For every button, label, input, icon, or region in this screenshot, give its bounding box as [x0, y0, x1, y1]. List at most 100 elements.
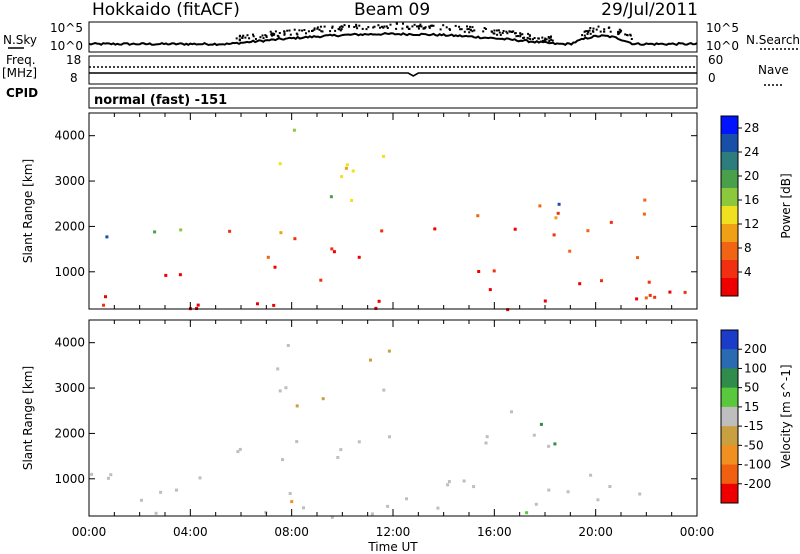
nsearch-point	[428, 26, 431, 29]
nsearch-point	[506, 32, 509, 35]
colorbar-frame	[720, 115, 739, 297]
echo-cell	[643, 198, 647, 202]
echo-cell	[345, 163, 349, 167]
nsearch-point	[512, 30, 515, 33]
nsearch-point	[338, 26, 341, 29]
nsearch-point	[471, 26, 474, 29]
nsky-label: N.Sky	[3, 33, 37, 47]
plot-background	[89, 113, 697, 309]
echo-cell	[532, 433, 536, 437]
nsearch-point	[519, 35, 522, 38]
colorbar-frame	[720, 329, 739, 504]
nsearch-point	[454, 24, 457, 27]
echo-cell	[477, 270, 481, 273]
colorbar-swatch	[721, 206, 738, 225]
echo-cell	[568, 249, 572, 253]
nsearch-point	[482, 30, 485, 33]
nsearch-point	[338, 28, 341, 31]
nsearch-point	[548, 37, 551, 40]
nsearch-point	[493, 32, 496, 35]
nsearch-point	[423, 27, 426, 30]
y-axis-label: Slant Range [km]	[21, 366, 35, 470]
colorbar-swatch	[721, 170, 738, 189]
nsearch-point	[265, 35, 268, 37]
echo-cell	[513, 227, 517, 231]
nsearch-point	[283, 30, 286, 33]
nsearch-point	[588, 29, 591, 32]
echo-cell	[332, 250, 336, 254]
echo-cell	[600, 279, 603, 283]
echo-cell	[484, 441, 488, 445]
nsearch-point	[514, 32, 517, 35]
echo-cell	[433, 227, 437, 231]
nsearch-point	[320, 30, 323, 33]
nsearch-point	[313, 27, 316, 30]
colorbar-swatch	[721, 349, 738, 369]
echo-cell	[538, 204, 542, 208]
nsearch-point	[618, 28, 621, 31]
echo-cell	[554, 216, 558, 220]
echo-cell	[589, 473, 593, 477]
y-tick-label: 1000	[54, 265, 85, 279]
colorbar-swatch	[721, 242, 738, 261]
y-axis-label: Slant Range [km]	[21, 159, 35, 263]
colorbar-swatch	[721, 330, 738, 350]
freq-panel-frame	[88, 55, 698, 85]
nsearch-point	[466, 25, 468, 28]
echo-cell	[647, 280, 651, 284]
nsearch-point	[583, 30, 586, 33]
nsearch-point	[483, 27, 486, 29]
nsearch-point	[385, 25, 388, 28]
nsearch-point	[442, 24, 445, 27]
echo-cell	[547, 444, 551, 448]
echo-cell	[642, 212, 646, 216]
nsearch-point	[283, 33, 286, 35]
cpid-label: CPID	[6, 86, 38, 100]
echo-cell	[228, 229, 232, 233]
colorbar-tick-label: -50	[744, 438, 764, 452]
echo-cell	[153, 230, 157, 234]
nsearch-point	[551, 39, 554, 42]
x-axis-label: Time UT	[367, 540, 418, 554]
nsearch-point	[303, 29, 306, 31]
nsearch-point	[395, 22, 398, 25]
nsearch-point	[259, 36, 262, 39]
nsearch-point	[458, 25, 461, 28]
nsearch-point	[550, 35, 552, 38]
nsearch-point	[523, 36, 526, 39]
echo-cell	[543, 299, 547, 303]
nsearch-point	[417, 25, 420, 28]
nsearch-point	[383, 25, 386, 28]
echo-cell	[539, 422, 543, 426]
nsearch-point	[449, 28, 451, 31]
nsearch-point	[541, 36, 544, 39]
echo-cell	[374, 306, 378, 310]
nsearch-point	[319, 25, 322, 28]
echo-cell	[329, 195, 333, 199]
nsearch-point	[521, 33, 524, 36]
echo-cell	[578, 282, 582, 286]
nave-label: Nave	[758, 63, 789, 77]
y-tick-label: 3000	[54, 174, 85, 188]
nsearch-point	[445, 26, 448, 29]
echo-cell	[609, 220, 613, 224]
echo-cell	[302, 506, 305, 510]
nsearch-point	[549, 36, 552, 39]
nsearch-point	[620, 29, 623, 32]
freq-tick-high: 18	[66, 53, 81, 67]
cpid-text: normal (fast) -151	[94, 93, 227, 108]
echo-cell	[547, 488, 551, 492]
nsearch-point	[340, 28, 343, 31]
nsearch-point	[261, 34, 264, 37]
echo-cell	[279, 231, 283, 235]
colorbar-swatch	[721, 116, 738, 135]
nsearch-point	[609, 30, 612, 33]
colorbar-swatch	[721, 406, 738, 427]
nsearch-point	[238, 39, 241, 42]
echo-cell	[357, 440, 361, 444]
echo-cell	[319, 278, 323, 282]
echo-cell	[648, 293, 652, 297]
nsky-tick-high: 10^5	[50, 21, 83, 35]
echo-cell	[286, 344, 290, 347]
nsearch-point	[495, 29, 498, 32]
